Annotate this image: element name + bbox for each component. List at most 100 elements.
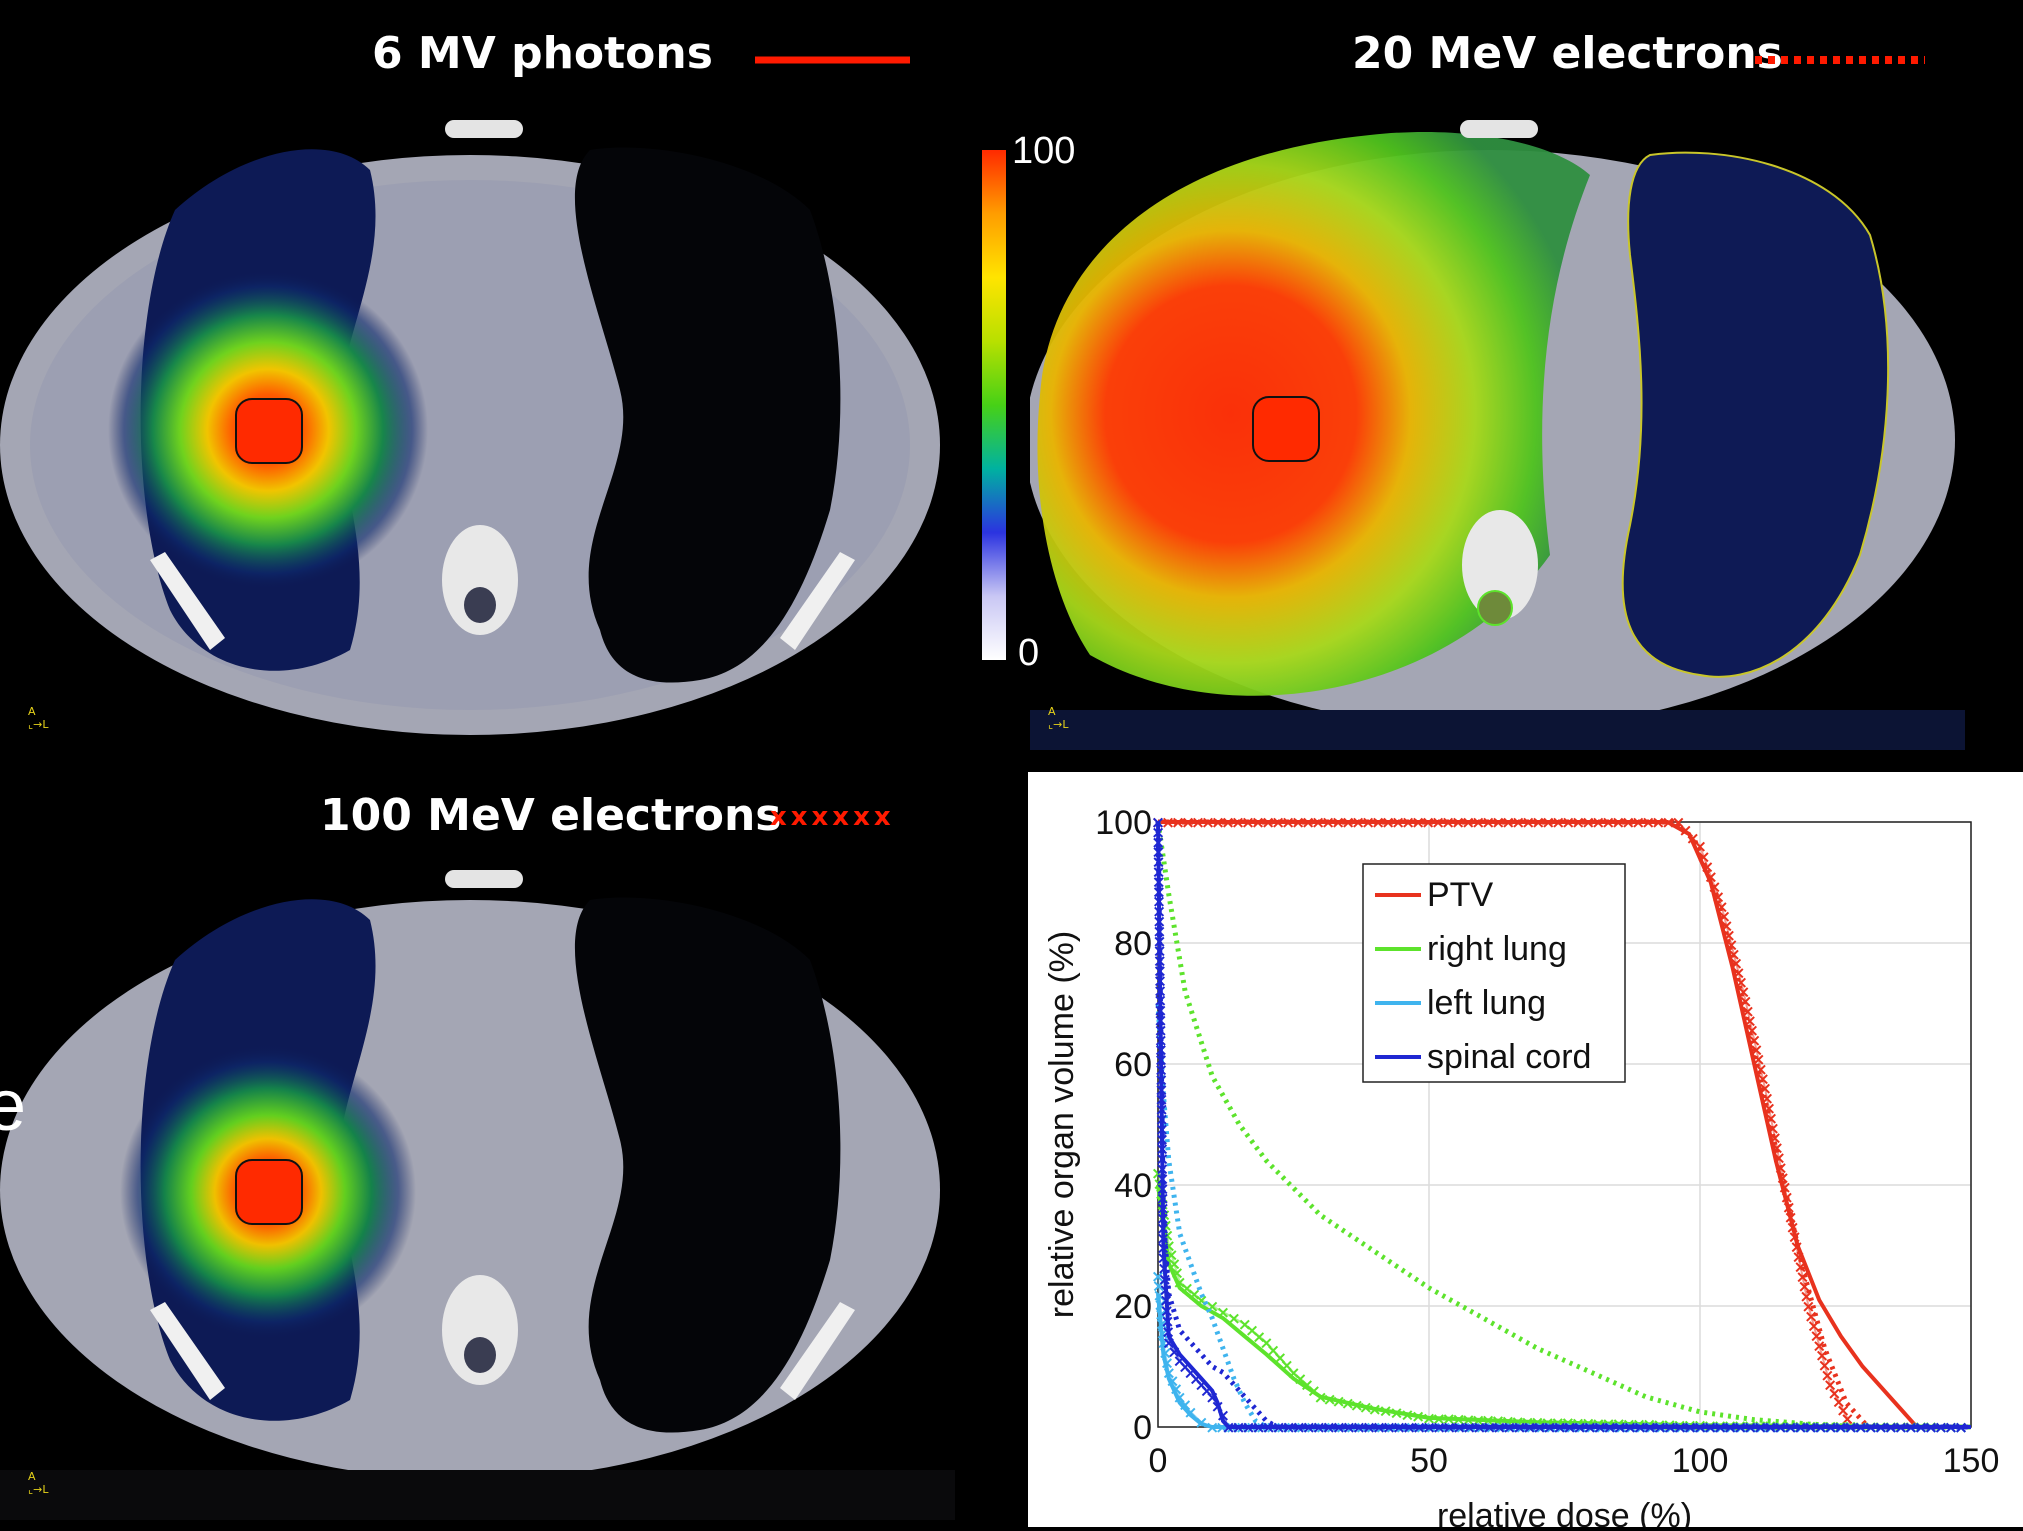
dvh-marker-right-lung: ×	[1286, 1364, 1300, 1384]
dvh-marker-PTV: ×	[1461, 813, 1475, 833]
dvh-marker-spinal-cord: ×	[1152, 892, 1166, 912]
y-tick-label: 0	[1133, 1409, 1152, 1447]
dvh-marker-spinal-cord: ×	[1552, 1418, 1566, 1438]
dvh-marker-PTV: ×	[1671, 813, 1685, 833]
dvh-marker-spinal-cord: ×	[1153, 1001, 1167, 1021]
dvh-marker-spinal-cord: ×	[1633, 1418, 1647, 1438]
ptv-contour	[1252, 396, 1320, 462]
dvh-marker-left-lung: ×	[1162, 1364, 1176, 1384]
dvh-marker-PTV: ×	[1738, 992, 1752, 1012]
dvh-marker-left-lung: ×	[1156, 1333, 1170, 1353]
dvh-marker-spinal-cord: ×	[1155, 1110, 1169, 1130]
dvh-marker-spinal-cord: ×	[1272, 1418, 1286, 1438]
dvh-marker-spinal-cord: ×	[1673, 1418, 1687, 1438]
left-lung	[574, 147, 841, 683]
dvh-marker-right-lung: ×	[1341, 1394, 1355, 1414]
dvh-marker-PTV: ×	[1451, 813, 1465, 833]
dvh-marker-PTV: ×	[1361, 813, 1375, 833]
dvh-series-right-lung-x	[1157, 1172, 1972, 1428]
x-tick-label: 100	[1672, 1442, 1729, 1480]
dvh-marker-PTV: ×	[1551, 813, 1565, 833]
dvh-marker-spinal-cord: ×	[1156, 1239, 1170, 1259]
dvh-marker-spinal-cord: ×	[1302, 1418, 1316, 1438]
dvh-marker-spinal-cord: ×	[1151, 823, 1165, 843]
dvh-marker-right-lung: ×	[1180, 1279, 1194, 1299]
vertebra	[1462, 510, 1538, 620]
dvh-marker-spinal-cord: ×	[1522, 1418, 1536, 1438]
dvh-marker-PTV: ×	[1381, 813, 1395, 833]
vertebra	[442, 1275, 518, 1385]
dvh-marker-PTV: ×	[1715, 898, 1729, 918]
dvh-marker-spinal-cord: ×	[1763, 1418, 1777, 1438]
dvh-marker-spinal-cord: ×	[1153, 981, 1167, 1001]
dvh-marker-spinal-cord: ×	[1542, 1418, 1556, 1438]
dvh-marker-PTV: ×	[1836, 1401, 1850, 1421]
rib	[150, 1302, 225, 1400]
dvh-marker-PTV: ×	[1758, 1079, 1772, 1099]
dvh-marker-PTV: ×	[1491, 813, 1505, 833]
legend-label: right lung	[1427, 930, 1567, 968]
dvh-marker-spinal-cord: ×	[1221, 1418, 1235, 1438]
dvh-marker-PTV: ×	[1727, 945, 1741, 965]
dvh-marker-spinal-cord: ×	[1156, 1189, 1170, 1209]
dvh-marker-PTV: ×	[1481, 813, 1495, 833]
dvh-marker-left-lung: ×	[1183, 1403, 1197, 1423]
ct-panel-photons: A ⌞→L	[0, 90, 955, 755]
dvh-marker-right-lung: ×	[1216, 1303, 1230, 1323]
dvh-marker-spinal-cord: ×	[1442, 1418, 1456, 1438]
dvh-marker-spinal-cord: ×	[1167, 1342, 1181, 1362]
dvh-marker-spinal-cord: ×	[1152, 932, 1166, 952]
dvh-marker-spinal-cord: ×	[1159, 1291, 1173, 1311]
dvh-marker-PTV: ×	[1271, 813, 1285, 833]
dvh-marker-spinal-cord: ×	[1156, 1199, 1170, 1219]
dvh-marker-spinal-cord: ×	[1151, 813, 1165, 833]
dvh-marker-PTV: ×	[1421, 813, 1435, 833]
dvh-marker-PTV: ×	[1756, 1070, 1770, 1090]
dvh-marker-spinal-cord: ×	[1154, 1061, 1168, 1081]
dvh-marker-left-lung: ×	[1151, 1267, 1165, 1287]
dvh-marker-PTV: ×	[1818, 1356, 1832, 1376]
dvh-marker-PTV: ×	[1291, 813, 1305, 833]
dvh-marker-PTV: ×	[1471, 813, 1485, 833]
dvh-marker-spinal-cord: ×	[1472, 1418, 1486, 1438]
dvh-marker-spinal-cord: ×	[1874, 1418, 1888, 1438]
dvh-marker-spinal-cord: ×	[1362, 1418, 1376, 1438]
dvh-marker-PTV: ×	[1722, 926, 1736, 946]
dvh-marker-PTV: ×	[1541, 813, 1555, 833]
vertebra	[442, 525, 518, 635]
dvh-marker-right-lung: ×	[1379, 1402, 1393, 1422]
ct-slice-image-photons	[0, 120, 940, 735]
dvh-marker-PTV: ×	[1211, 813, 1225, 833]
dvh-marker-PTV: ×	[1823, 1376, 1837, 1396]
dvh-marker-PTV: ×	[1784, 1208, 1798, 1228]
dvh-marker-right-lung: ×	[1173, 1273, 1187, 1293]
colorbar-min-label: 0	[1018, 632, 1040, 674]
dvh-marker-spinal-cord: ×	[1753, 1418, 1767, 1438]
dvh-marker-spinal-cord: ×	[1583, 1418, 1597, 1438]
orientation-marker: A ⌞→L	[1048, 705, 1069, 731]
dvh-marker-PTV: ×	[1731, 964, 1745, 984]
dvh-marker-PTV: ×	[1704, 867, 1718, 887]
dvh-marker-PTV: ×	[1601, 813, 1615, 833]
dvh-marker-PTV: ×	[1736, 982, 1750, 1002]
dose-colorbar	[982, 150, 1006, 660]
dvh-marker-PTV: ×	[1531, 813, 1545, 833]
y-tick-label: 80	[1114, 925, 1152, 963]
dvh-marker-spinal-cord: ×	[1773, 1418, 1787, 1438]
dvh-marker-spinal-cord: ×	[1743, 1418, 1757, 1438]
dvh-marker-PTV: ×	[1401, 813, 1415, 833]
dvh-marker-right-lung: ×	[1400, 1405, 1414, 1425]
dvh-marker-spinal-cord: ×	[1382, 1418, 1396, 1438]
dvh-marker-PTV: ×	[1809, 1326, 1823, 1346]
dvh-marker-spinal-cord: ×	[1813, 1418, 1827, 1438]
dvh-marker-spinal-cord: ×	[1154, 1041, 1168, 1061]
dvh-marker-spinal-cord: ×	[1944, 1418, 1958, 1438]
dvh-marker-left-lung: ×	[1173, 1388, 1187, 1408]
dvh-marker-spinal-cord: ×	[1158, 1280, 1172, 1300]
dvh-marker-spinal-cord: ×	[1251, 1418, 1265, 1438]
rib	[780, 1302, 855, 1400]
dvh-marker-PTV: ×	[1221, 813, 1235, 833]
x-tick-label: 0	[1149, 1442, 1168, 1480]
dvh-marker-PTV: ×	[1791, 1248, 1805, 1268]
dvh-marker-right-lung: ×	[1323, 1390, 1337, 1410]
